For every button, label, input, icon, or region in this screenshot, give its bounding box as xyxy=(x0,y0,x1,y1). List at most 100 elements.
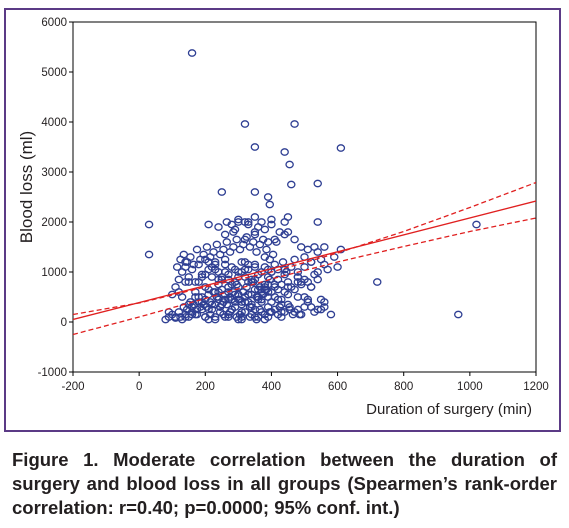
data-point xyxy=(333,263,342,271)
x-tick-label: 0 xyxy=(136,381,142,393)
data-point xyxy=(260,253,270,261)
y-tick-label: 0 xyxy=(61,317,67,329)
data-point xyxy=(303,295,313,304)
data-point xyxy=(280,218,289,226)
data-point xyxy=(250,143,260,151)
data-point xyxy=(240,218,250,226)
data-point xyxy=(313,275,322,284)
data-point xyxy=(267,298,276,306)
data-point xyxy=(257,295,266,304)
data-point xyxy=(217,188,227,196)
data-point xyxy=(187,310,197,319)
y-tick-label: 4000 xyxy=(41,117,67,129)
figure-caption: Figure 1. Moderate correlation between t… xyxy=(12,449,557,518)
x-tick-label: -200 xyxy=(61,381,84,393)
data-point xyxy=(227,295,236,304)
x-tick-label: 1000 xyxy=(457,381,483,393)
y-tick-label: -1000 xyxy=(38,367,67,379)
data-point xyxy=(293,278,303,286)
data-point xyxy=(373,278,382,286)
data-point xyxy=(273,275,283,284)
data-point xyxy=(234,290,243,299)
data-point xyxy=(313,218,322,226)
data-point xyxy=(186,253,195,261)
data-point xyxy=(240,265,250,274)
data-point xyxy=(285,305,294,314)
data-point xyxy=(244,290,253,299)
data-point xyxy=(224,288,233,296)
data-point xyxy=(263,288,273,296)
x-tick-label: 600 xyxy=(328,381,347,393)
data-point xyxy=(212,240,222,249)
data-point xyxy=(320,243,329,251)
y-axis-label: Blood loss (ml) xyxy=(17,131,36,243)
data-point xyxy=(172,263,182,271)
data-point xyxy=(214,288,223,296)
data-point xyxy=(214,293,223,301)
data-point xyxy=(250,188,260,196)
data-point xyxy=(250,263,260,271)
y-tick-label: 5000 xyxy=(41,67,67,79)
data-point xyxy=(197,298,207,306)
data-point xyxy=(202,243,212,251)
y-tick-label: 3000 xyxy=(41,167,67,179)
y-tick-label: 1000 xyxy=(41,267,67,279)
x-tick-label: 400 xyxy=(262,381,281,393)
data-point xyxy=(194,278,203,286)
data-point xyxy=(263,193,273,201)
data-point xyxy=(250,213,260,221)
data-point xyxy=(313,248,322,256)
data-point xyxy=(280,230,289,239)
data-point xyxy=(454,310,463,319)
data-point xyxy=(265,200,275,209)
regression-line xyxy=(73,200,536,321)
data-point xyxy=(262,245,271,254)
data-point xyxy=(220,268,230,276)
data-point xyxy=(267,215,276,224)
data-point xyxy=(253,223,263,231)
data-point xyxy=(224,313,233,321)
data-point xyxy=(237,298,246,306)
y-tick-label: 6000 xyxy=(41,17,67,29)
data-point xyxy=(181,278,190,286)
data-point xyxy=(244,218,253,226)
data-point xyxy=(240,120,250,128)
data-point xyxy=(240,258,250,266)
data-point xyxy=(204,220,213,229)
data-point xyxy=(285,160,294,169)
data-point xyxy=(201,313,210,321)
data-point xyxy=(187,49,197,57)
data-point xyxy=(220,230,230,239)
x-tick-label: 1200 xyxy=(523,381,549,393)
data-point xyxy=(240,235,250,244)
data-point xyxy=(197,270,207,279)
data-point xyxy=(255,305,265,314)
data-point xyxy=(220,255,230,264)
data-point xyxy=(293,268,303,276)
data-point xyxy=(280,148,289,156)
plot-area xyxy=(72,21,537,373)
data-point xyxy=(232,235,241,244)
data-point xyxy=(225,308,235,316)
data-point xyxy=(187,265,197,274)
data-point xyxy=(194,260,203,269)
data-point xyxy=(201,270,210,279)
data-point xyxy=(260,315,270,324)
data-point xyxy=(230,303,240,311)
data-point xyxy=(244,278,253,286)
confidence-upper-line xyxy=(73,181,536,316)
data-point xyxy=(144,220,154,229)
data-point xyxy=(258,235,268,244)
data-point xyxy=(263,280,273,289)
data-point xyxy=(265,308,275,316)
data-point xyxy=(295,310,304,319)
data-point xyxy=(235,310,245,319)
data-point xyxy=(250,313,260,321)
x-tick-label: 800 xyxy=(394,381,413,393)
data-point xyxy=(278,258,288,266)
data-point xyxy=(268,250,278,259)
data-point xyxy=(326,310,336,319)
data-point xyxy=(144,250,154,259)
data-point xyxy=(234,283,243,291)
data-point xyxy=(277,300,286,309)
